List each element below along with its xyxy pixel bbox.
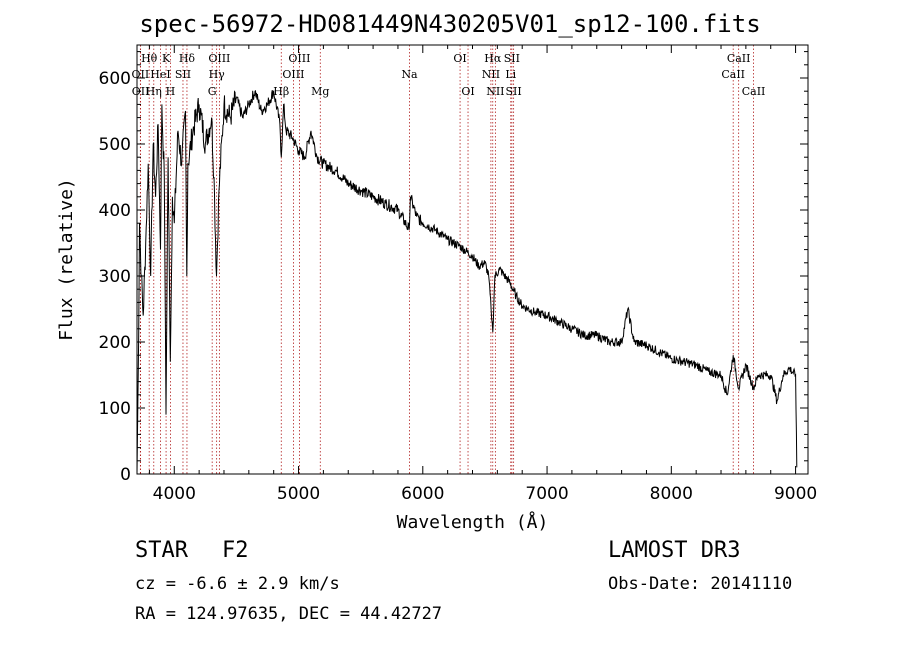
y-tick-label: 100 xyxy=(99,399,131,419)
line-marker-label: OIII xyxy=(282,68,304,81)
line-marker-label: Hδ xyxy=(179,52,196,65)
line-marker-label: Hη xyxy=(146,85,162,98)
line-marker-label: CaII xyxy=(742,85,766,98)
emission-line-markers xyxy=(139,45,754,474)
chart-axes xyxy=(136,44,809,475)
y-tick-label: 500 xyxy=(99,135,131,155)
line-marker-label: CaII xyxy=(721,68,745,81)
y-axis-label: Flux (relative) xyxy=(56,178,77,341)
line-marker-label: SII xyxy=(175,68,191,81)
y-tick-label: 200 xyxy=(99,333,131,353)
y-tick-label: 0 xyxy=(120,465,131,485)
line-marker-label: Na xyxy=(401,68,418,81)
line-marker-label: Hγ xyxy=(209,68,226,81)
y-tick-label: 300 xyxy=(99,267,131,287)
x-tick-label: 5000 xyxy=(277,484,320,504)
line-marker-label: CaII xyxy=(727,52,751,65)
line-marker-label: HeI xyxy=(150,68,170,81)
chart-title: spec-56972-HD081449N430205V01_sp12-100.f… xyxy=(139,10,761,38)
redshift-velocity: cz = -6.6 ± 2.9 km/s xyxy=(135,574,340,594)
x-axis-label: Wavelength (Å) xyxy=(397,511,549,533)
spectrum-line-0 xyxy=(136,89,798,475)
line-marker-label: SII xyxy=(504,52,520,65)
x-tick-label: 9000 xyxy=(774,484,817,504)
line-marker-label: NII xyxy=(482,68,500,81)
x-tick-label: 7000 xyxy=(525,484,568,504)
y-tick-label: 600 xyxy=(99,69,131,89)
line-marker-label: NII xyxy=(486,85,504,98)
line-marker-label: OI xyxy=(453,52,466,65)
y-tick-label: 400 xyxy=(99,201,131,221)
line-marker-label: SII xyxy=(506,85,522,98)
line-marker-label: OIII xyxy=(288,52,310,65)
line-marker-label: Mg xyxy=(311,85,329,98)
line-marker-label: OIII xyxy=(208,52,230,65)
line-marker-label: G xyxy=(208,85,217,98)
line-marker-label: Hα xyxy=(484,52,502,65)
line-marker-label: Li xyxy=(505,68,516,81)
survey-name: LAMOST DR3 xyxy=(608,538,741,563)
line-marker-label: OI xyxy=(461,85,474,98)
object-class: STAR xyxy=(135,538,188,563)
object-subclass: F2 xyxy=(221,538,249,563)
line-marker-label: OII xyxy=(132,85,150,98)
spectrum-series xyxy=(136,89,798,475)
line-marker-label: Hθ xyxy=(141,52,158,65)
coordinates: RA = 124.97635, DEC = 44.42727 xyxy=(135,604,443,624)
line-marker-label: OII xyxy=(131,68,149,81)
x-tick-label: 4000 xyxy=(153,484,196,504)
line-marker-label: K xyxy=(162,52,171,65)
observation-date: Obs-Date: 20141110 xyxy=(608,574,793,594)
line-marker-label: H xyxy=(166,85,176,98)
object-classification: STAR F2 xyxy=(135,538,248,563)
line-marker-label: Hβ xyxy=(273,85,289,98)
x-tick-label: 8000 xyxy=(650,484,693,504)
x-tick-label: 6000 xyxy=(401,484,444,504)
